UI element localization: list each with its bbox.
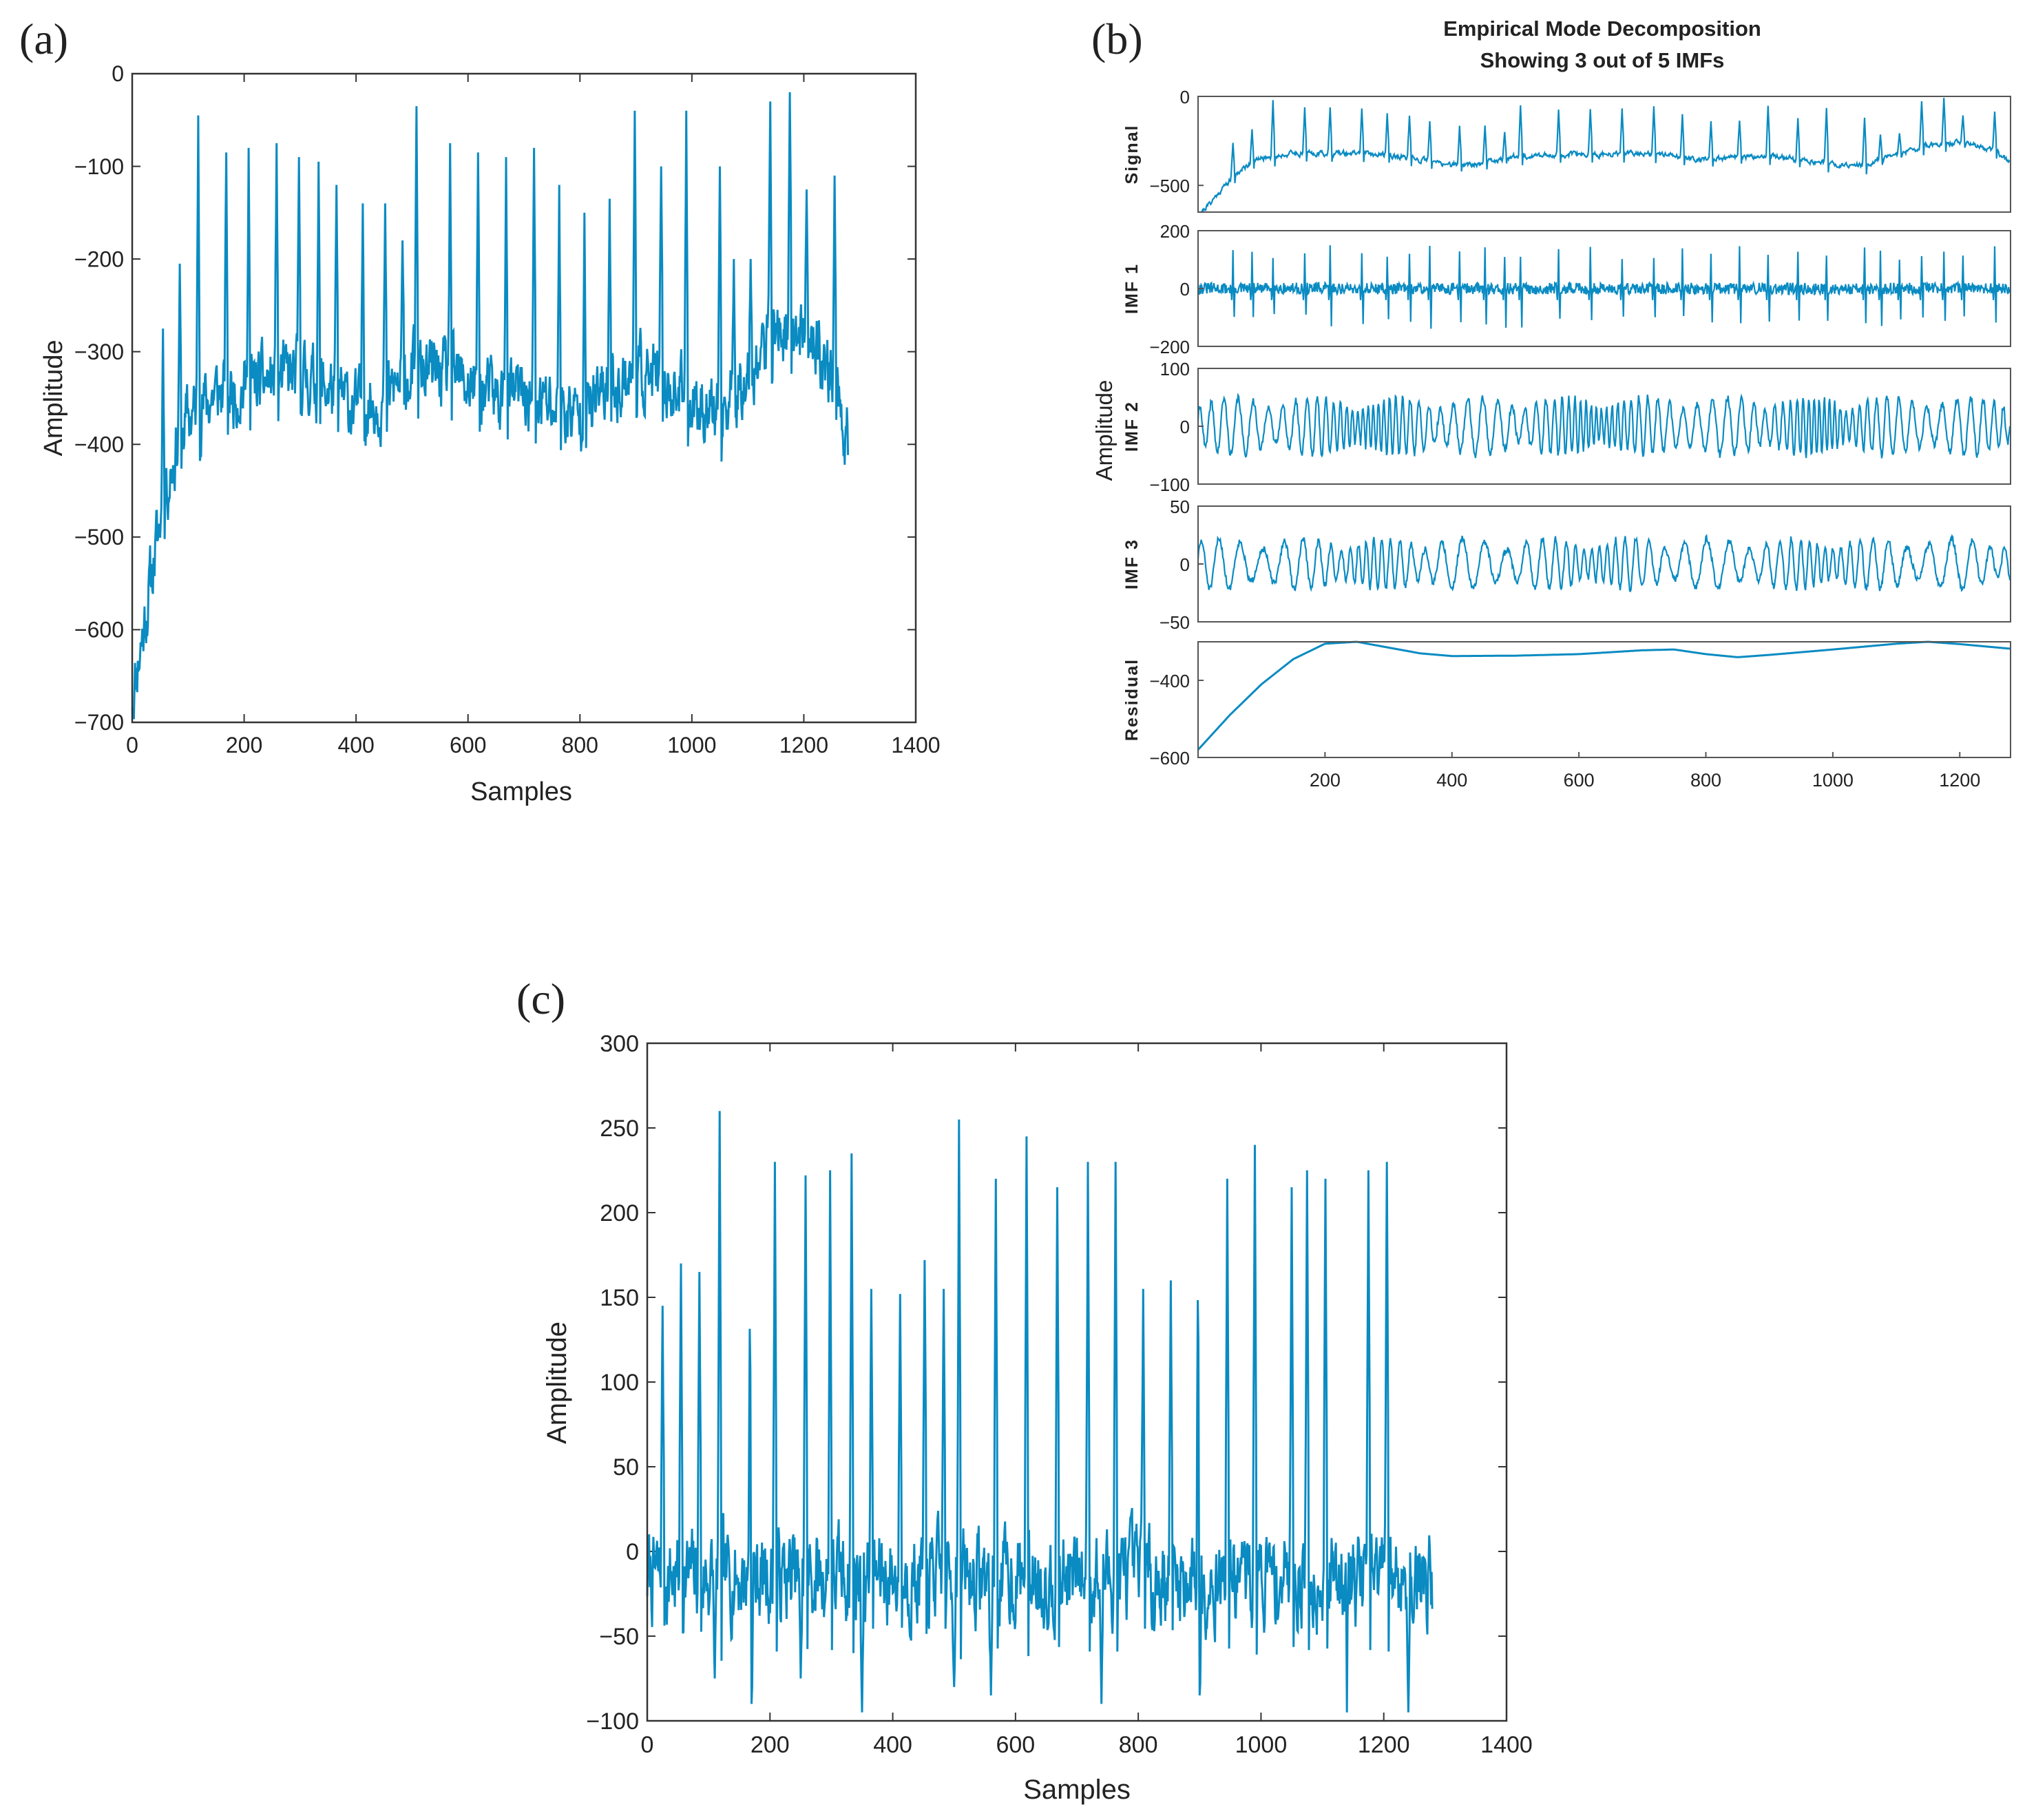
panel-a: (a) 0 200 400 600 800 1000 1200 1400 0 −100 −200 −3… <box>19 14 941 806</box>
emd-ytick-label: 0 <box>1180 417 1190 437</box>
panel-c-ytick-label: 100 <box>600 1370 639 1396</box>
emd-imf-3-line <box>1197 534 2011 593</box>
emd-ytick-label: 200 <box>1160 221 1190 242</box>
panel-c-xtick-label: 0 <box>641 1732 654 1758</box>
panel-a-ytick-label: 0 <box>112 61 124 86</box>
panel-a-xlabel: Samples <box>470 777 572 806</box>
panel-c-xlabel: Samples <box>1023 1775 1131 1805</box>
emd-ytick-label: 0 <box>1180 87 1190 107</box>
emd-xtick-label: 400 <box>1436 770 1467 791</box>
panel-c-xtick-label: 1000 <box>1235 1732 1288 1758</box>
panel-b-xaxis: 200 400 600 800 1000 1200 <box>1310 752 1980 791</box>
panel-a-xtick-label: 1400 <box>891 733 940 757</box>
emd-subplot-label: Residual <box>1122 658 1142 741</box>
emd-subplot-frame <box>1197 641 2011 758</box>
emd-ytick-label: −100 <box>1149 474 1190 495</box>
panel-a-xtick-label: 200 <box>226 733 262 757</box>
panel-c-label: (c) <box>516 974 565 1023</box>
emd-ytick-label: −200 <box>1149 337 1190 357</box>
panel-c: (c) 0 200 400 600 800 1000 1200 140030025020015… <box>516 974 1533 1805</box>
panel-c-ytick-label: 200 <box>600 1200 639 1226</box>
panel-c-xtick-label: 400 <box>873 1732 912 1758</box>
panel-c-ytick-label: 150 <box>600 1285 639 1311</box>
panel-c-xtick-label: 800 <box>1119 1732 1158 1758</box>
emd-ytick-label: 0 <box>1180 279 1190 300</box>
panel-a-xtick-label: 1200 <box>779 733 828 757</box>
emd-subplot-label: Signal <box>1122 124 1142 184</box>
emd-subplot-label: IMF 2 <box>1122 401 1142 452</box>
emd-ytick-label: −50 <box>1160 612 1190 633</box>
emd-ytick-label: −600 <box>1149 748 1190 768</box>
emd-xtick-label: 1000 <box>1812 770 1854 791</box>
panel-c-xtick-label: 1200 <box>1358 1732 1410 1758</box>
emd-subplot-signal: 0 −500 Signal <box>1122 87 2011 213</box>
panel-c-xtick-label: 200 <box>751 1732 790 1758</box>
panel-c-ytick-label: 300 <box>600 1031 639 1057</box>
panel-c-frame <box>646 1042 1508 1722</box>
emd-subplot-label: IMF 3 <box>1122 538 1142 589</box>
panel-a-xtick-label: 600 <box>450 733 486 757</box>
panel-a-xtick-label: 400 <box>337 733 374 757</box>
panel-a-ytick-label: −400 <box>74 432 124 457</box>
panel-a-ytick-label: −500 <box>74 525 124 550</box>
panel-a-ytick-label: −300 <box>74 339 124 364</box>
emd-subplot-imf-3: 50 0 −50 IMF 3 <box>1122 496 2011 633</box>
emd-subplot-frame <box>1197 96 2011 213</box>
panel-b-subtitle: Showing 3 out of 5 IMFs <box>1480 48 1725 72</box>
emd-subplot-imf-1: 200 0 −200 IMF 1 <box>1122 221 2011 357</box>
panel-c-ytick-label: 250 <box>600 1116 639 1142</box>
emd-subplot-imf-2: 100 0 −100 IMF 2 <box>1122 359 2011 495</box>
panel-c-ylabel: Amplitude <box>542 1321 572 1444</box>
panel-a-ytick-label: −100 <box>74 154 124 179</box>
panel-a-xtick-label: 1000 <box>667 733 716 757</box>
panel-a-axes: 0 200 400 600 800 1000 1200 1400 0 −100 −200 −300 −4… <box>74 61 941 757</box>
panel-c-ytick-label: 0 <box>626 1539 639 1565</box>
panel-a-signal-line <box>131 92 850 720</box>
panel-c-ytick-label: −100 <box>586 1708 639 1735</box>
panel-c-ytick-label: 50 <box>613 1454 639 1481</box>
emd-xtick-label: 800 <box>1690 770 1721 791</box>
panel-c-ytick-label: −50 <box>599 1624 639 1650</box>
emd-subplot-residual: −400 −600 Residual <box>1122 640 2011 768</box>
emd-xtick-label: 600 <box>1564 770 1595 791</box>
panel-a-frame <box>131 72 917 724</box>
panel-a-ytick-label: −700 <box>74 710 124 735</box>
panel-c-signal-line <box>646 1111 1434 1713</box>
emd-residual-line <box>1197 640 2011 751</box>
panel-b-ylabel: Amplitude <box>1091 380 1117 481</box>
emd-ytick-label: 0 <box>1180 554 1190 575</box>
emd-ytick-label: −400 <box>1149 671 1190 691</box>
panel-a-xtick-label: 800 <box>562 733 598 757</box>
panel-c-xtick-label: 1400 <box>1480 1732 1533 1758</box>
emd-imf-2-line <box>1197 393 2011 459</box>
panel-a-ytick-label: −600 <box>74 618 124 642</box>
emd-xtick-label: 1200 <box>1939 770 1980 791</box>
emd-imf-1-line <box>1197 245 2011 329</box>
emd-ytick-label: 50 <box>1170 496 1190 517</box>
panel-b-label: (b) <box>1091 14 1143 63</box>
panel-a-ytick-label: −200 <box>74 247 124 271</box>
panel-a-label: (a) <box>19 14 68 63</box>
emd-subplot-label: IMF 1 <box>1122 263 1142 314</box>
panel-a-ylabel: Amplitude <box>39 340 68 457</box>
panel-b: (b) Empirical Mode Decomposition Showing… <box>1091 14 2011 791</box>
emd-ytick-label: 100 <box>1160 359 1190 379</box>
panel-c-xtick-label: 600 <box>996 1732 1035 1758</box>
emd-xtick-label: 200 <box>1310 770 1341 791</box>
panel-a-xtick-label: 0 <box>126 733 138 757</box>
panel-b-title: Empirical Mode Decomposition <box>1443 17 1761 41</box>
emd-signal-line <box>1198 98 2011 213</box>
emd-ytick-label: −500 <box>1149 176 1190 196</box>
